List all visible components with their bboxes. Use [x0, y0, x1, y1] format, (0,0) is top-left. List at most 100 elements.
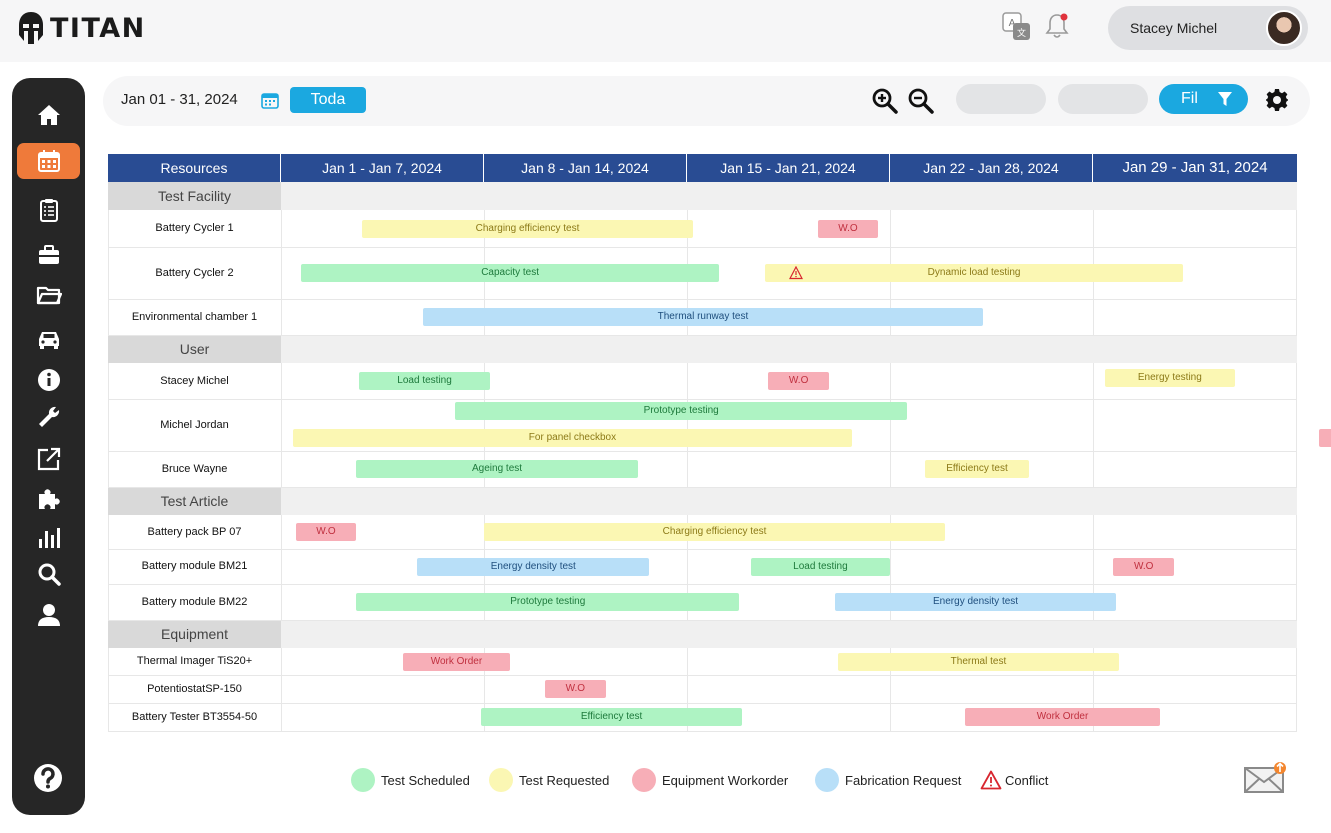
schedule-bar[interactable]: Prototype testing	[455, 402, 908, 420]
row-divider	[108, 299, 1297, 300]
column-divider	[108, 182, 109, 731]
filter-pill-2[interactable]	[1058, 84, 1148, 114]
sidebar-item-search[interactable]	[18, 557, 79, 591]
row-divider	[108, 335, 1297, 336]
toolbar: Jan 01 - 31, 2024 Toda Fil	[103, 76, 1310, 126]
info-icon	[37, 369, 60, 391]
schedule-bar-label: Thermal runway test	[657, 311, 749, 322]
schedule-bar[interactable]: Ageing test	[356, 460, 638, 478]
schedule-bar[interactable]: Load testing	[359, 372, 490, 390]
resource-row-label[interactable]: Thermal Imager TiS20+	[136, 655, 253, 667]
sidebar-item-vehicles[interactable]	[18, 322, 79, 356]
group-band	[108, 182, 1297, 210]
schedule-bar[interactable]: Work Order	[965, 708, 1160, 726]
schedule-bar[interactable]: Capacity test	[301, 264, 719, 282]
bar-chart-icon	[38, 528, 60, 548]
sidebar-item-info[interactable]	[18, 363, 79, 397]
schedule-bar[interactable]: W.O	[1113, 557, 1175, 576]
resource-row-label[interactable]: Michel Jordan	[160, 419, 229, 431]
schedule-bar[interactable]: Thermal test	[837, 652, 1120, 671]
filter-pill-1[interactable]	[956, 84, 1046, 114]
schedule-bar-label: For panel checkbox	[528, 432, 617, 443]
resource-row-label[interactable]: Stacey Michel	[160, 375, 229, 387]
user-profile-button[interactable]: Stacey Michel	[1108, 6, 1308, 50]
schedule-bar-label: Efficiency test	[946, 463, 1008, 474]
sidebar-item-calendar[interactable]	[17, 143, 80, 179]
schedule-bar[interactable]: Thermal runway test	[423, 308, 983, 326]
resource-row-label[interactable]: Environmental chamber 1	[131, 311, 258, 323]
help-icon[interactable]	[33, 763, 63, 793]
schedule-bar[interactable]: Dynamic load testing	[765, 264, 1183, 282]
sidebar-item-external-link[interactable]	[18, 442, 79, 476]
schedule-bar[interactable]: Efficiency test	[924, 460, 1030, 478]
week-header-3: Jan 15 - Jan 21, 2024	[687, 154, 890, 182]
schedule-bar[interactable]: Prototype testing	[356, 593, 740, 611]
resource-row-label[interactable]: Battery module BM22	[141, 596, 248, 608]
warning-icon[interactable]	[789, 266, 804, 280]
row-divider	[108, 620, 1297, 621]
column-divider	[1093, 182, 1094, 731]
legend-swatch	[489, 768, 513, 792]
sidebar-item-briefcase[interactable]	[18, 238, 79, 272]
gear-icon[interactable]	[1265, 88, 1289, 112]
resource-row-label[interactable]: Battery Tester BT3554-50	[131, 711, 258, 723]
schedule-bar[interactable]: Efficiency test	[481, 708, 743, 726]
schedule-bar-label: Energy density test	[933, 596, 1019, 607]
schedule-bar[interactable]: Work Order	[402, 652, 511, 671]
sidebar-item-clipboard[interactable]	[18, 193, 79, 227]
schedule-bar[interactable]: W.O	[295, 523, 357, 541]
logo[interactable]: TITAN	[18, 8, 146, 48]
row-divider	[108, 675, 1297, 676]
schedule-bar-label: Charging efficiency test	[475, 222, 580, 234]
resource-row-label[interactable]: Bruce Wayne	[161, 463, 228, 475]
schedule-bar-label: Load testing	[793, 560, 848, 572]
resource-row-label[interactable]: Battery module BM21	[141, 560, 248, 572]
row-divider	[108, 731, 1297, 732]
row-divider	[108, 549, 1297, 550]
schedule-bar-label: Load testing	[397, 375, 452, 386]
schedule-bar[interactable]: Charging efficiency test	[362, 219, 693, 238]
filter-button[interactable]: Fil	[1159, 84, 1248, 114]
sidebar-item-users[interactable]	[18, 598, 79, 632]
search-icon	[38, 563, 61, 586]
resource-row-label[interactable]: PotentiostatSP-150	[147, 683, 242, 695]
schedule-bar[interactable]: W.O	[544, 680, 606, 698]
translate-icon[interactable]: A 文	[1002, 12, 1032, 42]
today-button[interactable]: Toda	[290, 87, 366, 113]
resource-row-label[interactable]: Battery Cycler 1	[155, 222, 234, 234]
schedule-bar[interactable]: Load testing	[750, 557, 890, 576]
calendar-picker-icon[interactable]	[261, 91, 279, 109]
schedule-bar[interactable]: Energy density test	[834, 593, 1117, 611]
schedule-bar[interactable]: Energy density test	[417, 557, 650, 576]
gantt-header: Resources Jan 1 - Jan 7, 2024 Jan 8 - Ja…	[108, 154, 1297, 182]
schedule-bar[interactable]: W.O	[817, 219, 879, 238]
resource-row-label[interactable]: Battery Cycler 2	[155, 267, 234, 279]
schedule-bar-label: Capacity test	[481, 267, 539, 278]
bell-icon[interactable]	[1044, 12, 1070, 40]
zoom-in-icon[interactable]	[871, 87, 899, 115]
legend-test-requested: Test Requested	[489, 768, 609, 792]
schedule-bar[interactable]: W.O	[768, 372, 830, 390]
schedule-bar-label: Ageing test	[472, 463, 523, 474]
gantt-chart: Resources Jan 1 - Jan 7, 2024 Jan 8 - Ja…	[108, 154, 1331, 732]
legend-label: Conflict	[1005, 772, 1049, 788]
row-divider	[108, 584, 1297, 585]
schedule-bar[interactable]: For panel checkbox	[292, 429, 853, 447]
schedule-bar[interactable]: Energy testing	[1104, 369, 1236, 387]
zoom-out-icon[interactable]	[907, 87, 935, 115]
schedule-bar-label: W.O	[316, 526, 336, 537]
briefcase-icon	[38, 245, 59, 264]
schedule-bar[interactable]: W.O	[1319, 429, 1331, 447]
resource-row-label[interactable]: Battery pack BP 07	[147, 526, 242, 538]
schedule-bar[interactable]: Charging efficiency test	[484, 523, 946, 541]
sidebar-item-home[interactable]	[18, 98, 79, 132]
mail-upload-icon[interactable]	[1244, 760, 1288, 794]
sidebar-item-tools[interactable]	[18, 400, 79, 434]
sidebar-item-folder[interactable]	[18, 278, 79, 312]
sidebar-item-reports[interactable]	[18, 521, 79, 555]
group-label: Test Facility	[108, 182, 281, 210]
sidebar-item-integrations[interactable]	[18, 482, 79, 516]
column-divider	[484, 182, 485, 731]
legend-fabrication-request: Fabrication Request	[815, 768, 961, 792]
date-range[interactable]: Jan 01 - 31, 2024	[121, 91, 238, 108]
